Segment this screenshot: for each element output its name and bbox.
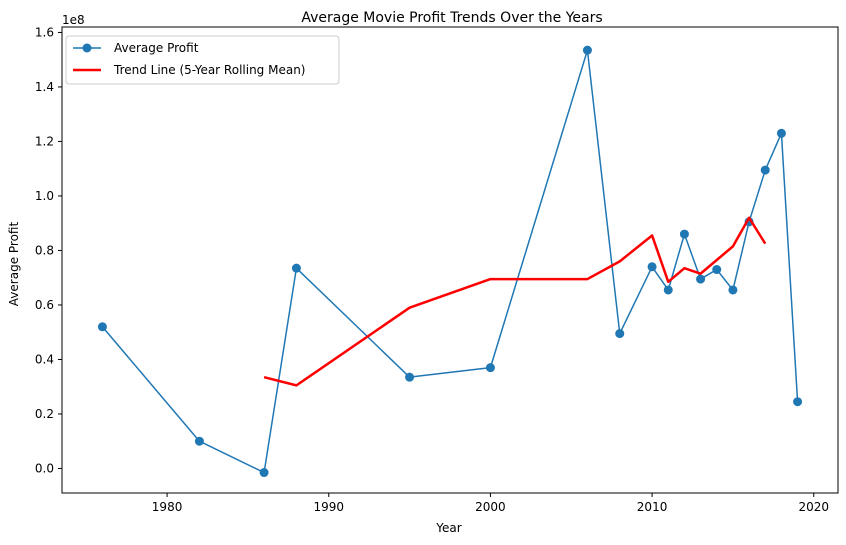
x-tick-label: 2000: [475, 500, 506, 514]
series-line-trend-line: [263, 216, 767, 387]
data-point: [696, 274, 706, 284]
data-point: [485, 363, 495, 373]
x-tick-label: 1980: [152, 500, 183, 514]
y-tick-label: 0.6: [35, 298, 54, 312]
axes-frame: [61, 26, 839, 494]
y-tick-label: 1.0: [35, 189, 54, 203]
plot-area: [97, 45, 803, 478]
axes: [61, 26, 839, 494]
data-point: [776, 128, 786, 138]
data-point: [97, 322, 107, 332]
x-axis-label: Year: [435, 521, 461, 535]
data-point: [615, 329, 625, 339]
y-tick-label: 0.8: [35, 243, 54, 257]
y-tick-label: 1.2: [35, 134, 54, 148]
x-tick-label: 1990: [313, 500, 344, 514]
y-tick-label: 1.4: [35, 80, 54, 94]
data-point: [647, 262, 657, 272]
legend-label-trend-line: Trend Line (5-Year Rolling Mean): [113, 63, 305, 77]
y-tick-label: 1.6: [35, 25, 54, 39]
data-point: [582, 45, 592, 55]
data-point: [663, 285, 673, 295]
y-axis-label: Average Profit: [7, 222, 21, 307]
data-point: [194, 436, 204, 446]
y-tick-label: 0.0: [35, 461, 54, 475]
chart-title: Average Movie Profit Trends Over the Yea…: [301, 10, 602, 26]
data-point: [712, 265, 722, 275]
legend-frame: [65, 35, 340, 85]
x-tick-label: 2020: [798, 500, 829, 514]
series-line-average-profit: [101, 49, 799, 474]
legend: Average Profit Trend Line (5-Year Rollin…: [65, 35, 340, 85]
data-point: [291, 263, 301, 273]
x-tick-label: 2010: [637, 500, 668, 514]
data-point: [760, 165, 770, 175]
legend-marker-average-profit: [82, 43, 92, 53]
y-axis-offset-label: 1e8: [62, 13, 85, 27]
data-point: [679, 229, 689, 239]
data-point: [259, 468, 269, 478]
y-tick-label: 0.4: [35, 352, 54, 366]
data-point: [728, 285, 738, 295]
axis-ticks: 1980 1990 2000 2010 2020 0.0 0.2 0.4 0.6 0.8 1.0 1.…: [35, 25, 829, 514]
data-point: [793, 397, 803, 407]
y-tick-label: 0.2: [35, 407, 54, 421]
data-point: [405, 372, 415, 382]
legend-label-average-profit: Average Profit: [114, 41, 199, 55]
